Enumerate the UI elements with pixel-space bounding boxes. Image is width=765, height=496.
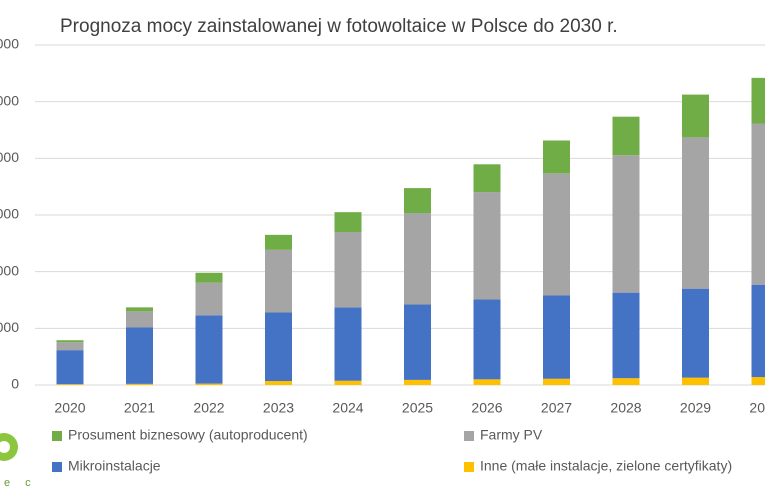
y-tick-label: 12000 (0, 36, 19, 52)
bar-segment (682, 94, 709, 138)
bar-segment (543, 140, 570, 174)
bar-segment (682, 288, 709, 378)
y-tick-label: 10000 (0, 92, 19, 108)
bar-segment (195, 383, 223, 385)
bar-segment (334, 380, 362, 385)
legend-label: Mikroinstalacje (68, 458, 161, 474)
x-tick-label: 2029 (680, 400, 711, 416)
x-tick-label: 2028 (610, 400, 641, 416)
y-tick-label: 0 (11, 376, 19, 392)
x-tick-label: 2023 (263, 400, 294, 416)
bar-segment (56, 384, 84, 385)
bar-segment (126, 383, 153, 385)
bar-segment (334, 307, 362, 381)
x-tick-label: 2027 (541, 400, 572, 416)
bar-segment (334, 212, 362, 232)
bar-segment (682, 137, 709, 289)
bar-segment (612, 292, 640, 379)
bar-segment (126, 307, 153, 312)
bar-segment (751, 284, 765, 378)
bar-segment (126, 327, 153, 384)
bar-segment (334, 232, 362, 308)
bar-segment (265, 234, 292, 250)
legend-swatch (464, 462, 474, 472)
y-tick-label: 2000 (0, 319, 19, 335)
bar-segment (612, 155, 640, 293)
bar-segment (543, 378, 570, 385)
logo-hole (0, 441, 10, 453)
y-tick-label: 4000 (0, 262, 19, 278)
bar-segment (473, 299, 501, 380)
legend-swatch (52, 431, 62, 441)
bar-segment (56, 342, 84, 351)
x-tick-label: 2020 (54, 400, 85, 416)
bar-segment (126, 311, 153, 328)
legend-label: Prosument biznesowy (autoproducent) (68, 427, 308, 443)
bar-segment (473, 164, 501, 193)
x-tick-label: 2025 (402, 400, 433, 416)
legend-swatch (52, 462, 62, 472)
logo-text: e c (4, 477, 37, 489)
bar-segment (473, 379, 501, 385)
bar-segment (195, 315, 223, 384)
bar-segment (682, 377, 709, 385)
legend-label: Inne (małe instalacje, zielone certyfika… (480, 458, 732, 474)
x-tick-label: 2030 (749, 400, 765, 416)
x-tick-label: 2021 (124, 400, 155, 416)
bar-segment (751, 377, 765, 385)
y-tick-label: 6000 (0, 206, 19, 222)
bar-segment (265, 312, 292, 382)
x-tick-label: 2022 (193, 400, 224, 416)
legend-label: Farmy PV (480, 427, 543, 443)
bar-segment (543, 295, 570, 379)
legend-swatch (464, 431, 474, 441)
bar-segment (195, 282, 223, 316)
bar-segment (404, 188, 431, 214)
bar-segment (612, 116, 640, 156)
bar-segment (265, 249, 292, 313)
bar-segment (612, 378, 640, 385)
x-tick-label: 2024 (332, 400, 363, 416)
bar-segment (751, 77, 765, 124)
bar-segment (404, 379, 431, 385)
bar-segment (404, 213, 431, 305)
x-tick-label: 2026 (471, 400, 502, 416)
bar-segment (265, 381, 292, 385)
chart-title: Prognoza mocy zainstalowanej w fotowolta… (60, 16, 618, 37)
bar-segment (473, 192, 501, 300)
bar-segment (543, 173, 570, 296)
bar-segment (195, 272, 223, 283)
bar-segment (56, 340, 84, 343)
bar-segment (56, 350, 84, 385)
bar-segment (751, 123, 765, 285)
bar-segment (404, 304, 431, 380)
y-tick-label: 8000 (0, 149, 19, 165)
